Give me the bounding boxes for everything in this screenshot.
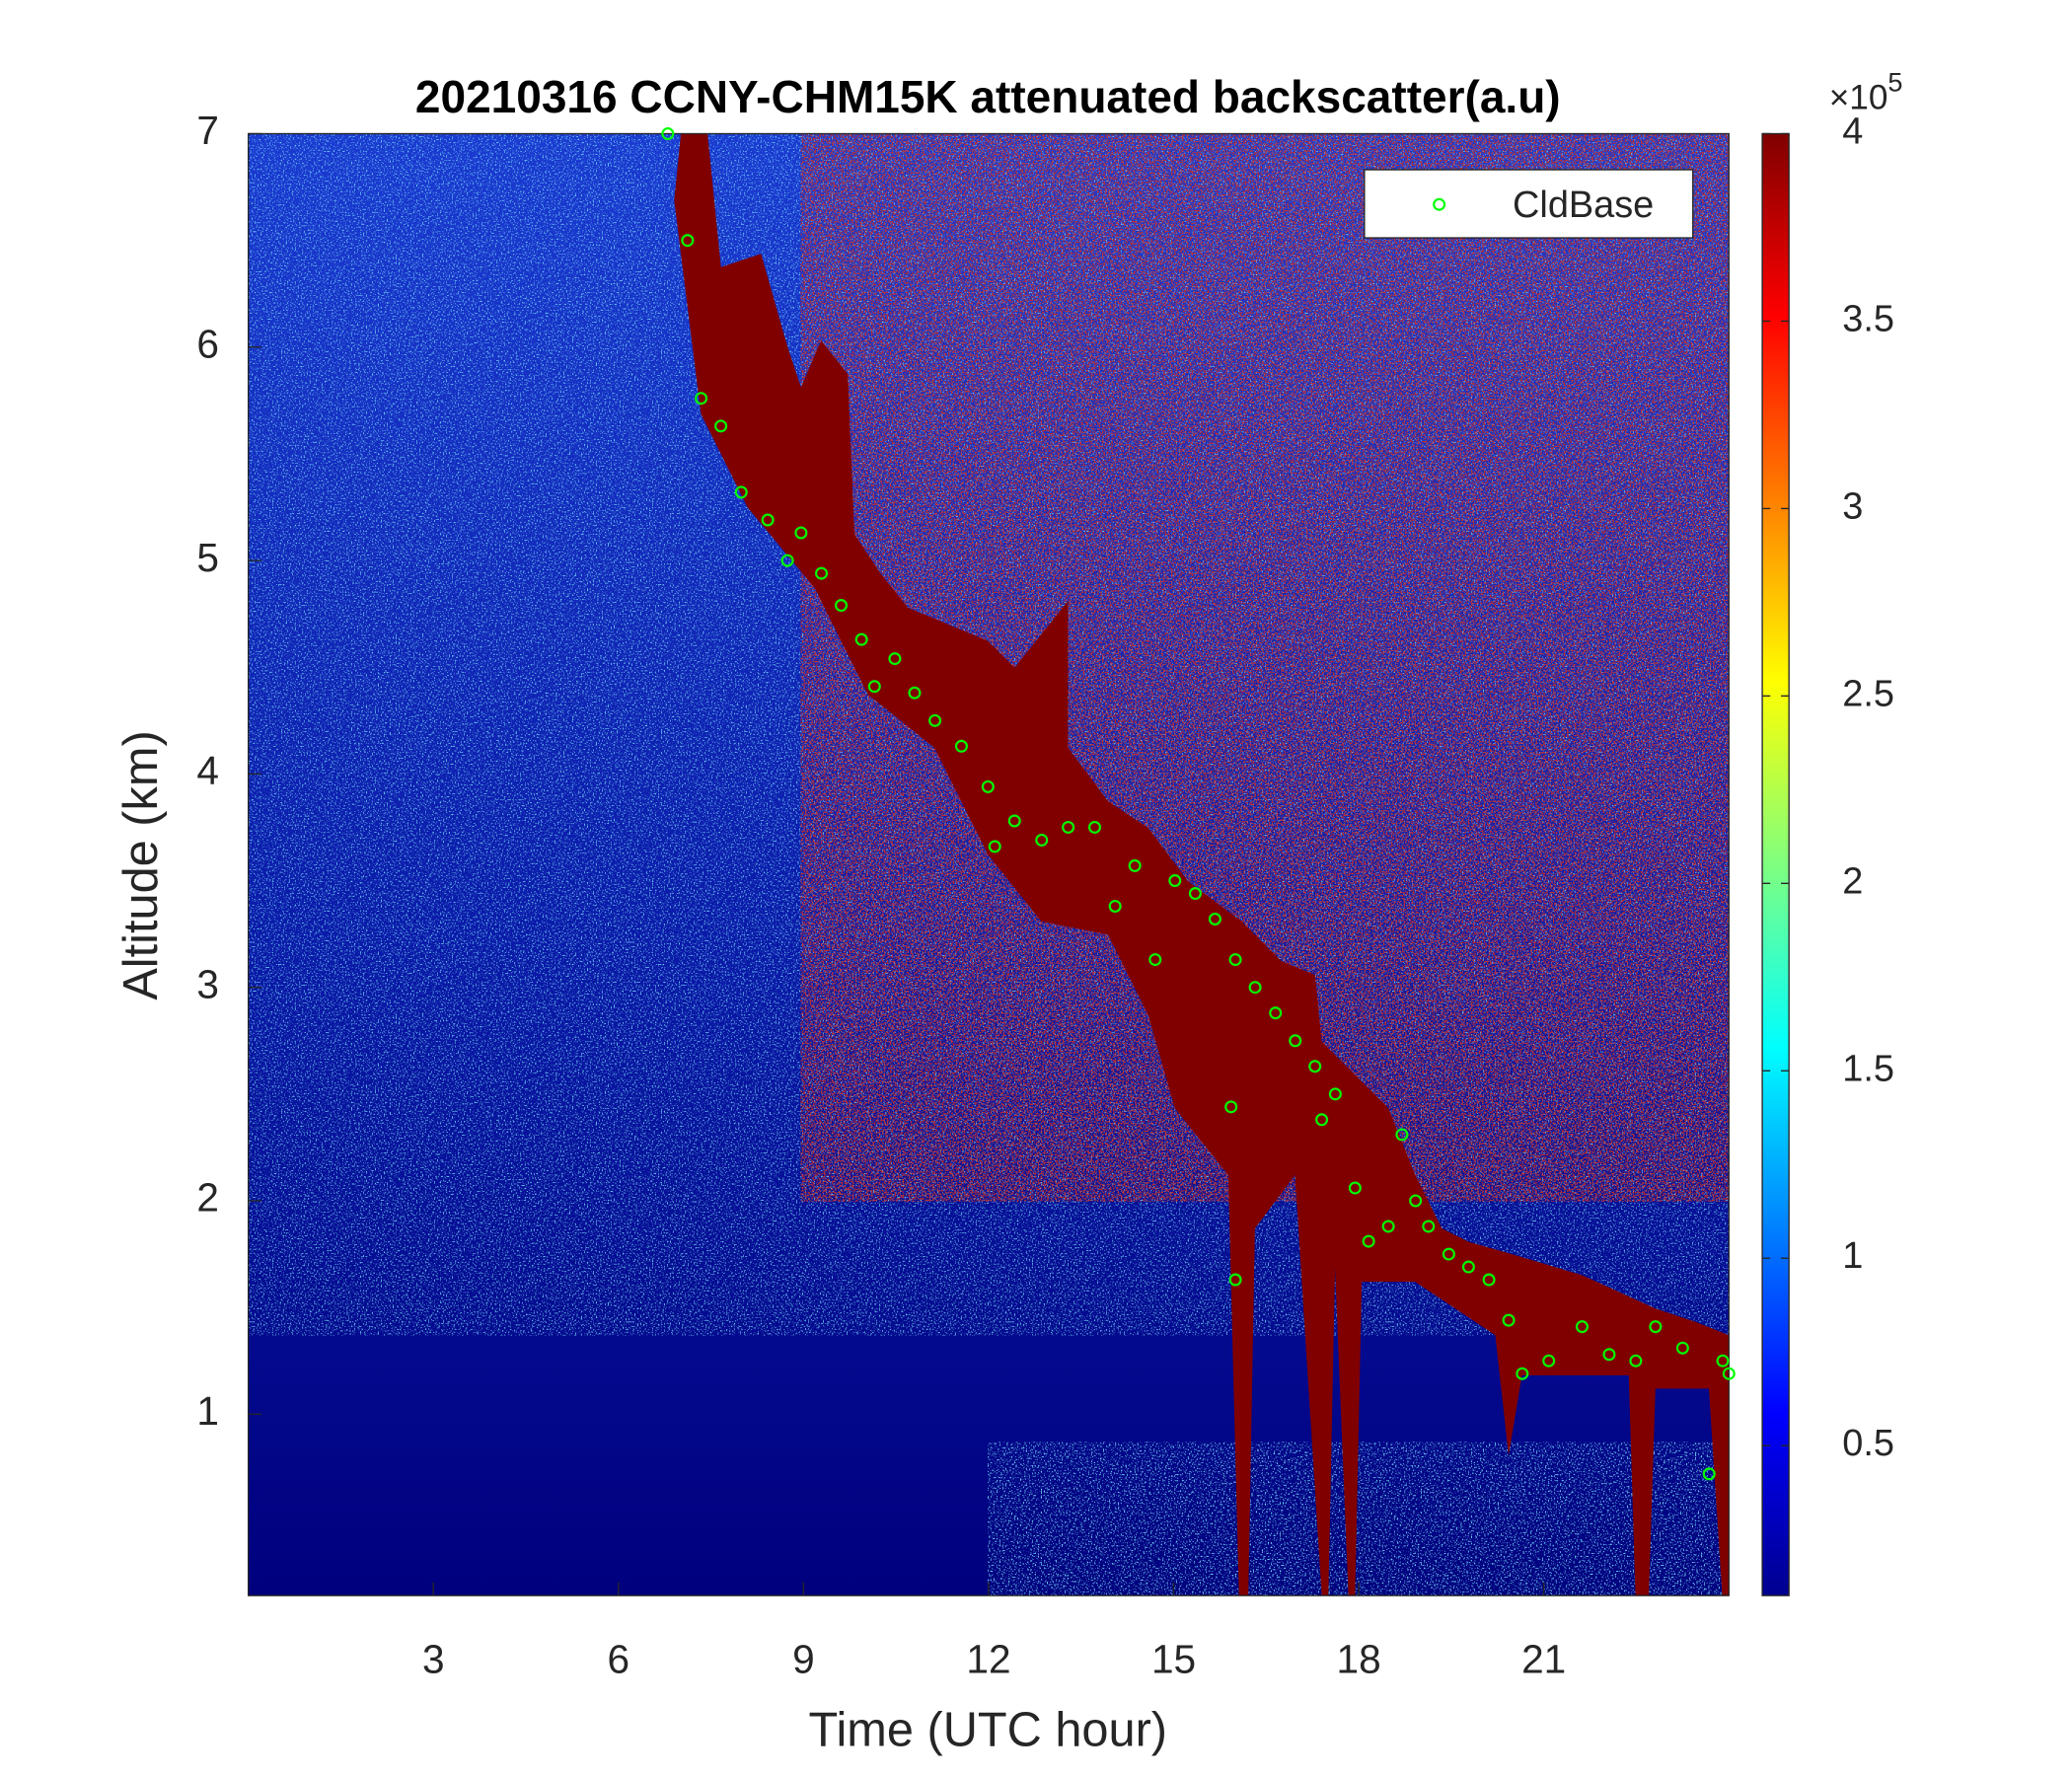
colorbar-tick-label: 0.5 [1842,1423,1894,1464]
colorbar-tick-label: 2.5 [1842,673,1894,714]
cloud-base-point [867,680,881,694]
cloud-base-point [761,513,775,527]
cloud-base-point [1482,1273,1496,1287]
cloud-base-point [1228,1273,1242,1287]
cloud-base-point [1502,1313,1516,1327]
colorbar-multiplier: ×105 [1829,68,1903,117]
image-red-speckle [800,133,1730,1202]
cloud-base-point [1381,1220,1395,1233]
cloud-base-point [1269,1006,1283,1020]
colorbar-tick-label: 2 [1842,860,1863,902]
cloud-base-point [988,840,1001,853]
legend-marker [1433,197,1446,211]
cloud-base-point [1088,820,1102,834]
y-tick-label: 4 [196,748,219,793]
cloud-base-point [1516,1367,1529,1380]
cloud-base-point [1062,820,1075,834]
cloud-base-point [1702,1467,1716,1481]
cloud-base-point [1395,1128,1409,1142]
cloud-base-point [888,652,902,666]
cloud-base-point [854,632,868,646]
cloud-base-point [1362,1234,1375,1248]
x-axis-label: Time (UTC hour) [809,1703,1168,1756]
cloud-base-point [1007,814,1021,828]
x-tick-label: 6 [608,1637,630,1682]
y-tick-label: 1 [196,1388,219,1434]
cloud-base-point [1289,1034,1302,1048]
x-tick-label: 3 [422,1637,445,1682]
y-tick-label: 6 [196,322,219,367]
colorbar-tick-label: 3 [1842,485,1863,527]
cloud-base-point [1228,953,1242,967]
backscatter-image [248,133,1730,1596]
colorbar-tick-label: 4 [1842,111,1863,153]
legend-label: CldBase [1513,185,1654,226]
colorbar-tick-label: 3.5 [1842,298,1894,339]
legend [1364,169,1694,239]
cloud-base-point [1442,1247,1455,1261]
x-tick-label: 12 [966,1637,1010,1682]
cloud-base-point [1422,1220,1436,1233]
cloud-base-point [1108,900,1122,913]
x-tick-label: 21 [1521,1637,1566,1682]
cloud-base-point [794,526,808,540]
cloud-base-point [1409,1194,1423,1208]
colorbar-multiplier-base: ×10 [1829,79,1888,117]
cloud-base-point [981,779,995,793]
x-tick-label: 15 [1151,1637,1196,1682]
cloud-base-point [1224,1100,1238,1114]
colorbar [1761,132,1790,1596]
cloud-base-point [681,234,695,248]
chart-title: 20210316 CCNY-CHM15K attenuated backscat… [415,71,1561,122]
cloud-base-point [1208,912,1221,925]
cloud-base-point [1248,981,1262,995]
cloud-base-point [815,566,829,580]
y-tick-label: 2 [196,1175,219,1221]
colorbar-tick-label: 1 [1842,1235,1863,1277]
image-low-speckle [988,1442,1730,1596]
cloud-base-point [1148,953,1162,967]
cloud-base-point [1675,1341,1689,1355]
cloud-base-point [1168,874,1182,888]
cloud-base-point [695,392,708,406]
cloud-base-point [1308,1060,1322,1073]
x-tick-label: 18 [1337,1637,1381,1682]
cloud-base-point [714,419,728,433]
cloud-base-point [1035,833,1049,847]
y-tick-label: 3 [196,961,219,1006]
cloud-base-point [661,127,675,140]
x-tick-label: 9 [792,1637,815,1682]
cloud-base-point [1602,1348,1616,1362]
cloud-base-point [1328,1087,1342,1101]
y-tick-label: 5 [196,535,219,580]
cloud-base-point [1128,858,1142,872]
series-points [661,127,1736,1481]
cloud-base-point [1461,1260,1475,1274]
cloud-base-point [1348,1181,1362,1195]
cloud-base-point [1716,1354,1730,1368]
cloud-base-point [780,554,794,567]
cloud-base-point [1315,1113,1329,1127]
colorbar-tick-label: 1.5 [1842,1048,1894,1089]
cloud-base-point [954,739,968,753]
cloud-base-point [908,686,922,700]
cloud-base-point [1649,1320,1663,1334]
cloud-base-point [1188,887,1202,901]
cloud-base-point [734,485,748,499]
cloud-base-point [1629,1354,1643,1368]
cloud-base-point [1722,1367,1736,1380]
y-tick-label: 7 [196,108,219,153]
cloud-base-point [1575,1320,1589,1334]
cloud-base-point [928,713,942,727]
y-axis-label: Altitude (km) [114,730,168,999]
cloud-base-point [1542,1354,1556,1368]
colorbar-multiplier-exponent: 5 [1887,68,1902,98]
cloud-base-point [835,599,849,613]
